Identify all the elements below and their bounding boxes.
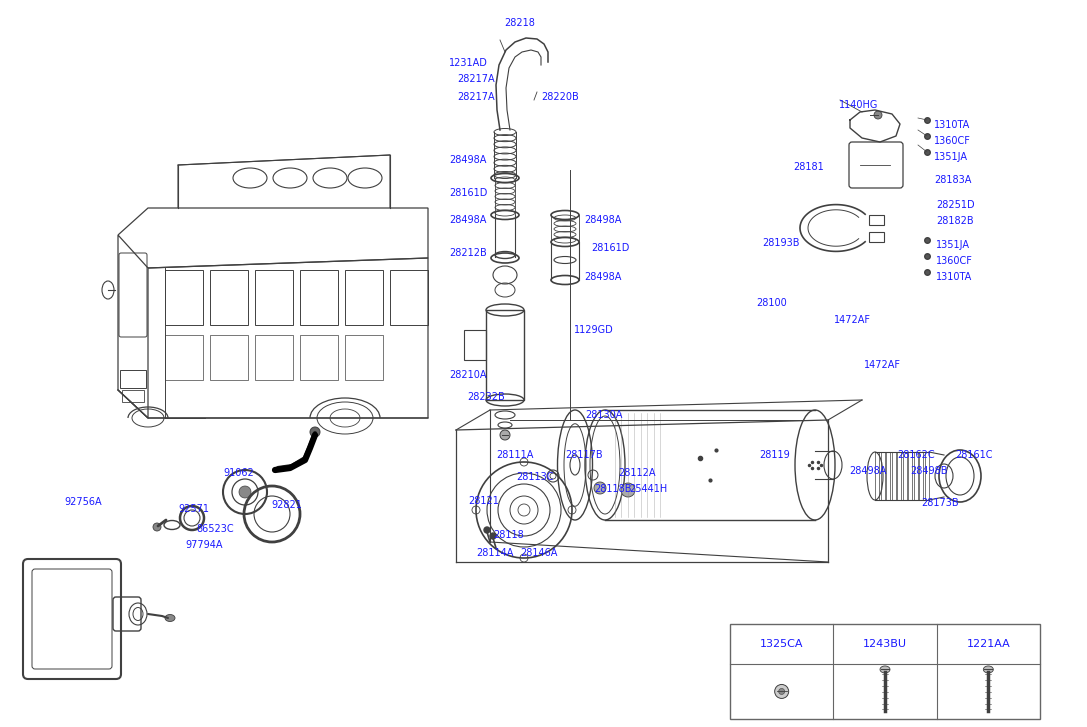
Bar (255, 270, 293, 325)
Text: 28118B: 28118B (594, 484, 632, 494)
Bar (210, 335, 248, 380)
Text: 28173B: 28173B (921, 498, 959, 508)
Text: 1243BU: 1243BU (863, 639, 907, 649)
Text: 28498A: 28498A (584, 215, 622, 225)
Text: 28161D: 28161D (591, 243, 629, 253)
Text: 28212B: 28212B (449, 248, 487, 258)
Text: 28232B: 28232B (467, 392, 504, 402)
Text: 91062: 91062 (223, 468, 253, 478)
Text: 97794A: 97794A (185, 540, 223, 550)
Text: 28100: 28100 (755, 298, 787, 308)
Bar (165, 270, 203, 325)
Text: 86523C: 86523C (196, 524, 234, 534)
Text: 1351JA: 1351JA (936, 240, 970, 250)
Circle shape (621, 483, 635, 497)
Circle shape (778, 688, 785, 694)
Text: 92821: 92821 (271, 500, 302, 510)
Bar (875, 452, 879, 500)
Text: 28162C: 28162C (897, 450, 935, 460)
Bar (909, 452, 912, 500)
Text: 28146A: 28146A (520, 548, 558, 558)
Text: 28182B: 28182B (936, 216, 974, 226)
Text: 28161D: 28161D (449, 188, 487, 198)
Bar (464, 330, 486, 360)
Text: 1360CF: 1360CF (936, 256, 973, 266)
Bar (925, 452, 929, 500)
Text: 28161C: 28161C (955, 450, 992, 460)
Text: 28121: 28121 (468, 496, 499, 506)
Circle shape (490, 533, 496, 539)
Bar (300, 335, 338, 380)
Bar (300, 270, 338, 325)
Bar (903, 452, 907, 500)
Bar (869, 215, 884, 225)
Ellipse shape (984, 666, 994, 673)
Ellipse shape (880, 666, 890, 673)
Bar (120, 370, 146, 388)
Text: 28119: 28119 (759, 450, 790, 460)
Bar (920, 452, 924, 500)
Text: 1310TA: 1310TA (936, 272, 972, 282)
Text: 92571: 92571 (178, 504, 209, 514)
Text: 1231AD: 1231AD (449, 58, 488, 68)
Text: 28217A: 28217A (457, 92, 495, 102)
Bar (165, 335, 203, 380)
Text: 1140HG: 1140HG (839, 100, 878, 110)
Text: 28498B: 28498B (910, 466, 948, 476)
Bar (122, 390, 143, 402)
Text: 1472AF: 1472AF (864, 360, 901, 370)
Circle shape (239, 486, 251, 498)
Bar (880, 452, 885, 500)
Text: 28114A: 28114A (476, 548, 513, 558)
Text: 28217A: 28217A (457, 74, 495, 84)
Text: 28220B: 28220B (541, 92, 578, 102)
Text: 28111A: 28111A (496, 450, 534, 460)
Bar (210, 270, 248, 325)
Text: 28193B: 28193B (762, 238, 800, 248)
Text: 28113C: 28113C (516, 472, 553, 482)
Bar (886, 452, 890, 500)
Text: 1221AA: 1221AA (966, 639, 1010, 649)
Text: 28183A: 28183A (934, 175, 972, 185)
Text: 92756A: 92756A (64, 497, 101, 507)
Text: 28498A: 28498A (584, 272, 622, 282)
Text: 28118: 28118 (493, 530, 524, 540)
Text: 28210A: 28210A (449, 370, 487, 380)
Bar (869, 232, 884, 242)
Text: 28181: 28181 (794, 162, 824, 172)
Bar (891, 452, 896, 500)
Bar (390, 270, 428, 325)
Bar (486, 310, 524, 400)
Text: 28112A: 28112A (619, 468, 655, 478)
Bar (345, 335, 383, 380)
Text: 1325CA: 1325CA (760, 639, 803, 649)
Text: 1472AF: 1472AF (834, 315, 871, 325)
Circle shape (874, 111, 882, 119)
Text: 28498A: 28498A (849, 466, 886, 476)
Bar (345, 270, 383, 325)
Text: 1310TA: 1310TA (934, 120, 971, 130)
Circle shape (153, 523, 161, 531)
Bar (255, 335, 293, 380)
Text: 28498A: 28498A (449, 155, 486, 165)
Bar (897, 452, 901, 500)
Ellipse shape (165, 614, 175, 622)
Text: 1360CF: 1360CF (934, 136, 971, 146)
Text: 28130A: 28130A (585, 410, 623, 420)
Circle shape (775, 684, 789, 699)
Text: 1129GD: 1129GD (574, 325, 614, 335)
Text: 28498A: 28498A (449, 215, 486, 225)
Circle shape (484, 527, 490, 533)
Circle shape (500, 430, 510, 440)
Text: 28251D: 28251D (936, 200, 975, 210)
Text: 28117B: 28117B (565, 450, 602, 460)
Circle shape (310, 427, 320, 437)
Text: 1351JA: 1351JA (934, 152, 969, 162)
Bar (914, 452, 917, 500)
Text: 25441H: 25441H (629, 484, 667, 494)
Bar (730, 624, 1040, 719)
Text: 28218: 28218 (504, 18, 535, 28)
Circle shape (594, 482, 605, 494)
